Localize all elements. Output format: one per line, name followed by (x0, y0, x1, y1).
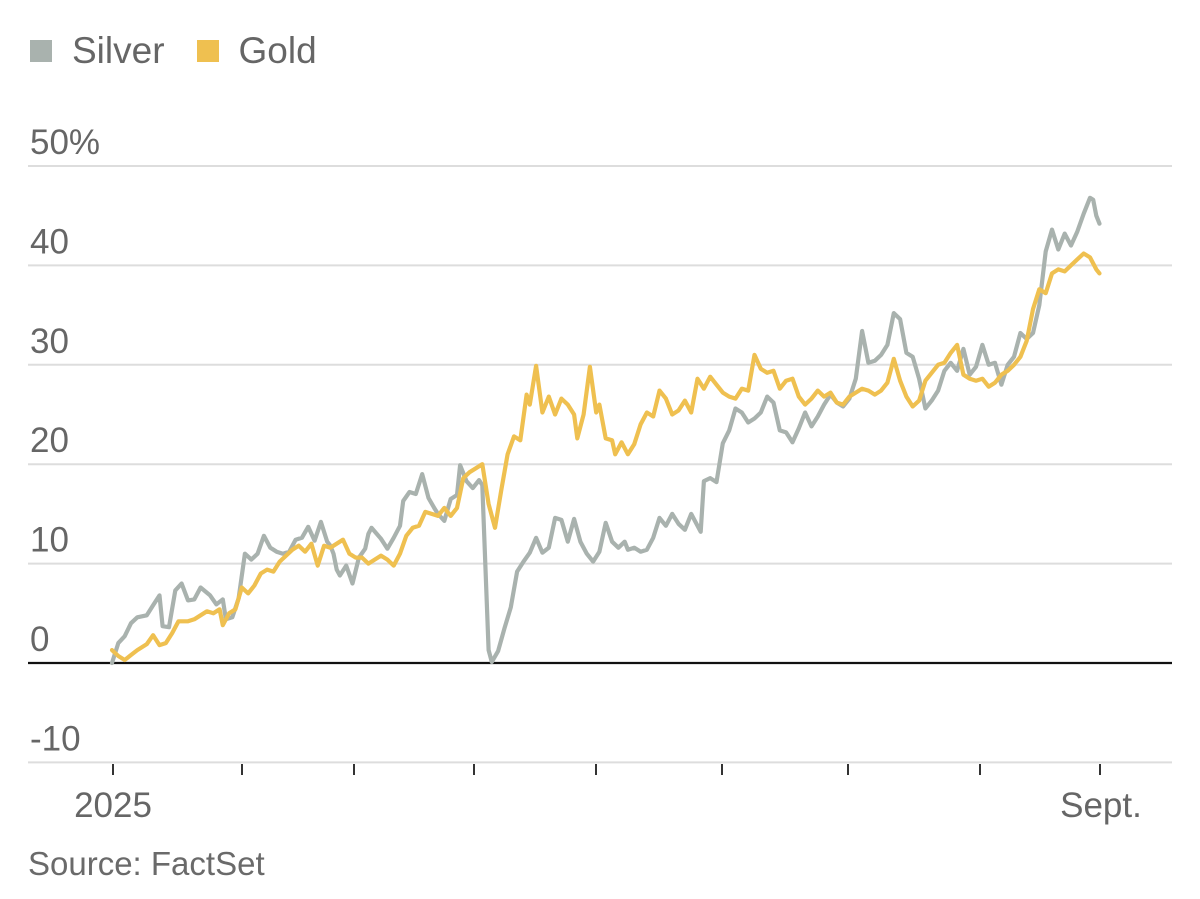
source-note: Source: FactSet (28, 845, 265, 882)
gridlines (28, 165, 1172, 764)
legend-label-gold: Gold (238, 30, 317, 71)
y-tick-label: 0 (30, 620, 49, 659)
series-lines (109, 195, 1102, 666)
y-tick-label: 50% (30, 123, 100, 162)
legend-label-silver: Silver (72, 30, 165, 71)
x-tick-label: 2025 (74, 786, 152, 825)
x-axis-ticks (112, 764, 1101, 775)
legend: Silver Gold (30, 30, 349, 72)
y-axis-labels: -10 0 10 20 30 40 50% (30, 123, 100, 758)
series-line-gold (109, 251, 1102, 663)
x-tick-label: Sept. (1060, 786, 1142, 825)
legend-item-silver: Silver (30, 30, 165, 72)
y-tick-label: 30 (30, 322, 69, 361)
y-tick-label: 10 (30, 521, 69, 560)
series-line-silver (109, 195, 1102, 666)
legend-swatch-gold (196, 40, 219, 62)
y-tick-label: 40 (30, 222, 69, 261)
legend-item-gold: Gold (196, 30, 317, 72)
y-tick-label: 20 (30, 421, 69, 460)
y-tick-label: -10 (30, 719, 81, 758)
x-axis-labels: 2025 Sept. (74, 786, 1142, 825)
legend-swatch-silver (30, 40, 52, 62)
